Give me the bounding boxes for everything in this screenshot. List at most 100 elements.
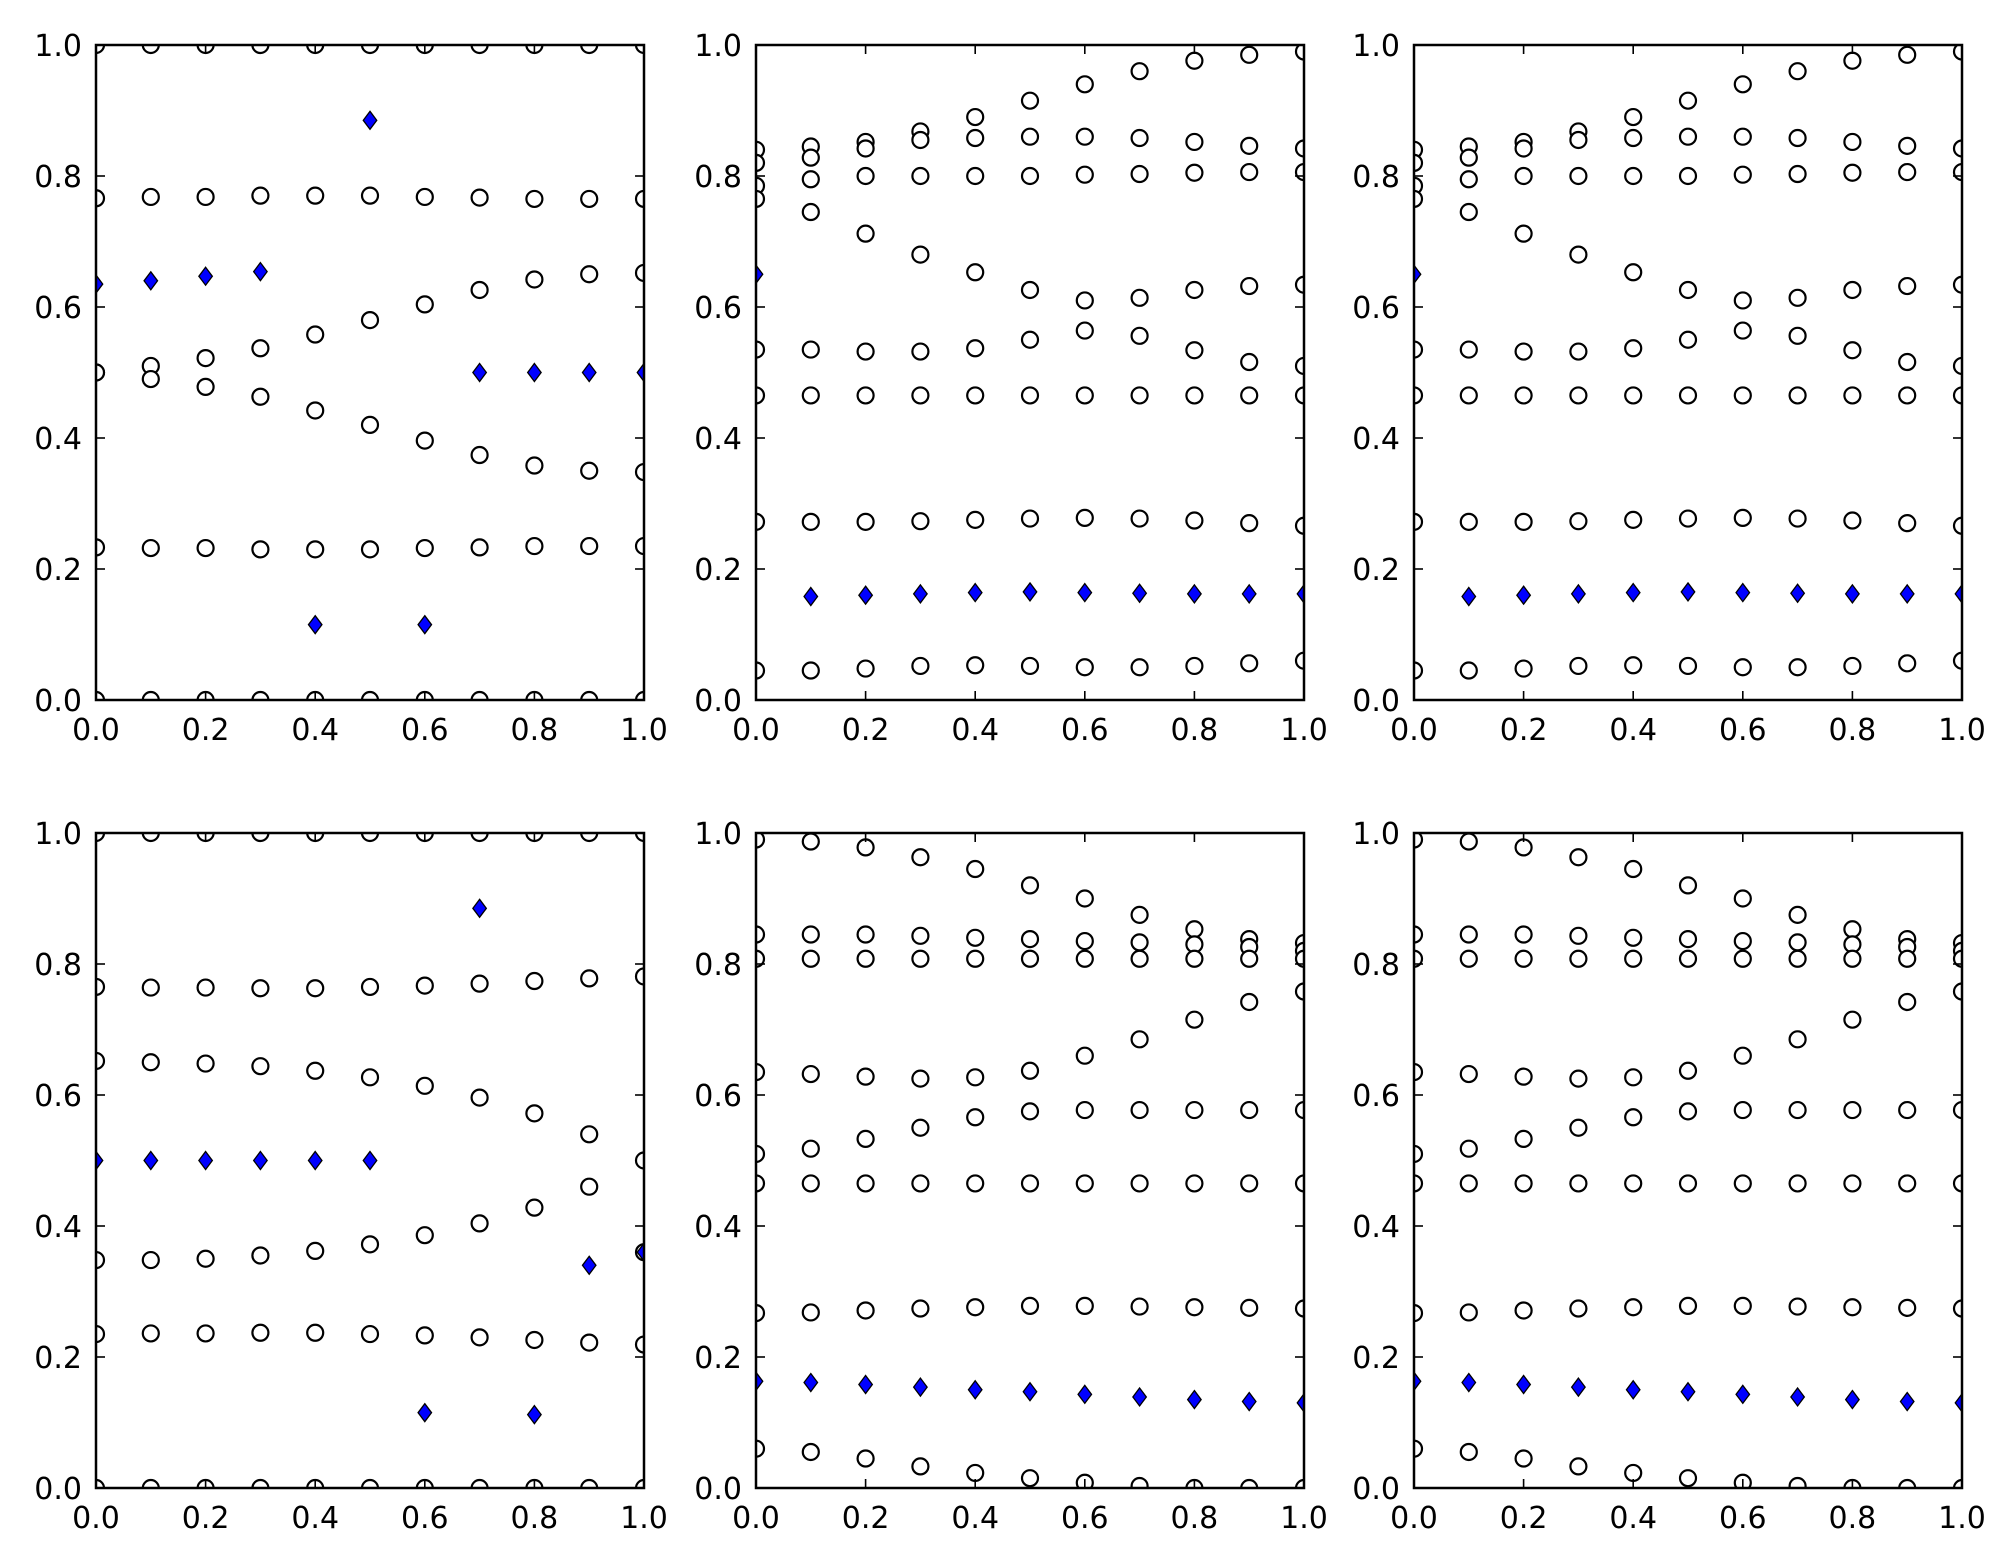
circle-point [911, 245, 930, 264]
circle-point [580, 45, 599, 55]
circle-point [1185, 51, 1204, 70]
circle-point [141, 538, 160, 558]
diamond-point [1625, 1379, 1641, 1400]
circle-point [1733, 1296, 1752, 1316]
circle-point [1569, 512, 1588, 531]
circle-point [580, 1177, 599, 1196]
diamond-point [362, 1150, 378, 1171]
circle-point [1414, 1439, 1424, 1458]
circle-point [1020, 166, 1040, 186]
circle-point [1075, 127, 1094, 146]
circle-point [1569, 1299, 1588, 1318]
circle-point [1898, 949, 1917, 968]
circle-point [1414, 1062, 1424, 1082]
circle-point [1843, 1010, 1862, 1029]
circle-point [911, 1457, 930, 1476]
x-tick-label: 0.0 [732, 713, 780, 748]
y-tick-label: 0.4 [34, 1210, 82, 1245]
circle-point [470, 833, 489, 843]
data-marks [756, 833, 1304, 1488]
circle-point [966, 510, 985, 529]
x-tick-label: 0.4 [951, 1501, 999, 1536]
circle-point [1075, 165, 1094, 184]
y-tick-label: 0.6 [694, 1079, 742, 1114]
circle-point [196, 1054, 215, 1073]
circle-point [1185, 163, 1204, 182]
scatter-panel-1: 0.00.0 0.2 0.2 0.4 0.4 0.6 0.6 0.8 0.8 1.0 1.0 [34, 29, 668, 748]
circle-point [1788, 509, 1807, 528]
circle-point [1020, 1102, 1040, 1121]
circle-point [1294, 1299, 1304, 1318]
x-tick-label: 0.2 [842, 1501, 890, 1536]
circle-point [1514, 1129, 1533, 1148]
circle-point [966, 1108, 985, 1127]
axes-frame [754, 831, 1306, 1490]
circle-point [634, 263, 644, 283]
circle-point [360, 1478, 380, 1488]
circle-point [1020, 91, 1040, 110]
circle-point [415, 538, 434, 558]
circle-point [96, 1324, 106, 1344]
circle-point [1185, 1298, 1204, 1317]
circle-point [1130, 1174, 1149, 1193]
circle-point [966, 339, 985, 358]
circle-point [1569, 166, 1588, 186]
circle-point [1843, 280, 1862, 300]
circle-point [1075, 889, 1094, 908]
circle-point [1788, 933, 1807, 952]
circle-point [1185, 1010, 1204, 1029]
circle-point [756, 153, 766, 172]
x-tick-label: 0.6 [1719, 713, 1767, 748]
circle-point [251, 1323, 270, 1342]
circle-point [634, 1335, 644, 1354]
x-tick-label: 0.0 [1390, 1501, 1438, 1536]
circle-point [856, 925, 875, 944]
circle-point [911, 1069, 930, 1088]
diamond-point [1241, 583, 1257, 604]
circle-point [1130, 164, 1149, 184]
y-tick-label: 0.2 [694, 1341, 742, 1376]
circle-point [1020, 509, 1040, 528]
y-tick-label: 0.0 [1352, 1472, 1400, 1507]
circle-point [1898, 136, 1917, 155]
circle-point [1020, 1174, 1040, 1193]
y-tick-label: 0.6 [1352, 291, 1400, 326]
x-tick-label: 0.0 [1390, 713, 1438, 748]
circle-point [634, 536, 644, 556]
diamond-point [581, 1255, 597, 1276]
circle-point [756, 661, 766, 680]
axes-frame [754, 43, 1306, 702]
circle-point [856, 512, 875, 531]
circle-point [756, 925, 766, 944]
circle-point [1240, 1478, 1259, 1488]
y-tick-label: 0.2 [1352, 553, 1400, 588]
circle-point [1459, 170, 1478, 189]
circle-point [1020, 330, 1040, 349]
circle-point [1624, 859, 1643, 879]
circle-point [251, 387, 270, 406]
circle-point [1788, 164, 1807, 184]
diamond-point [526, 362, 542, 383]
circle-point [1788, 1030, 1807, 1049]
x-tick-label: 0.2 [1500, 1501, 1548, 1536]
x-tick-label: 0.4 [291, 1501, 339, 1536]
circle-point [1788, 128, 1807, 148]
circle-point [1294, 651, 1304, 670]
diamond-point [143, 1150, 159, 1171]
circle-point [1678, 127, 1698, 146]
y-tick-label: 0.2 [694, 553, 742, 588]
circle-point [911, 949, 930, 968]
circle-point [1624, 1463, 1643, 1483]
circle-point [1624, 263, 1643, 282]
circle-point [1075, 949, 1094, 968]
circle-point [1624, 1174, 1643, 1193]
x-tick-label: 0.4 [291, 713, 339, 748]
scatter-panel-4: 0.00.0 0.2 0.2 0.4 0.4 0.6 0.6 0.8 0.8 1.0 1.0 [34, 817, 668, 1536]
circle-point [911, 1118, 930, 1137]
circle-point [196, 1324, 215, 1343]
diamond-point [1899, 583, 1915, 604]
circle-point [525, 971, 544, 991]
circle-point [1414, 340, 1424, 359]
circle-point [1678, 876, 1698, 895]
